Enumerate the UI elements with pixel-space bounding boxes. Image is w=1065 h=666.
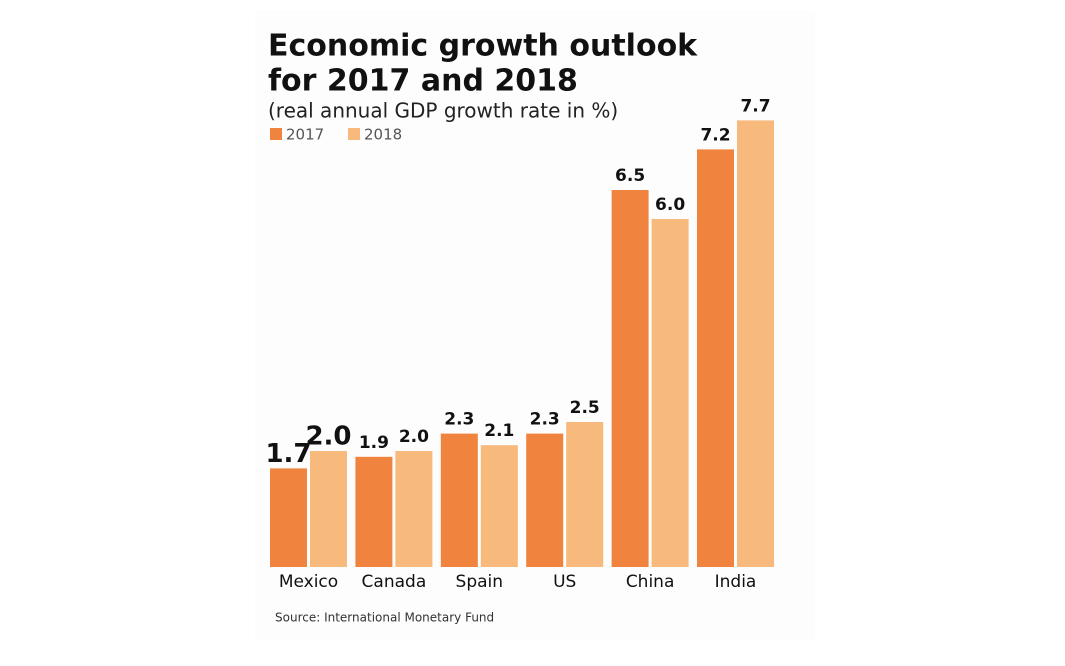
source: Source: International Monetary Fund (275, 611, 494, 625)
bar (270, 468, 307, 567)
bar (566, 422, 604, 567)
bar (480, 445, 518, 567)
data-label: 2.3 (530, 410, 560, 430)
legend-swatch (348, 128, 360, 140)
bar (611, 190, 649, 567)
legend-label: 2017 (286, 126, 324, 144)
data-label: 2.0 (399, 427, 429, 447)
data-label: 2.0 (305, 422, 351, 452)
bar (526, 433, 564, 567)
chart-title: for 2017 and 2018 (268, 64, 578, 99)
x-tick-label: Canada (362, 572, 427, 592)
data-label: 2.5 (570, 398, 600, 418)
data-label: 2.1 (484, 421, 514, 441)
data-label: 1.9 (359, 433, 389, 453)
data-label: 6.0 (655, 195, 685, 215)
bar (651, 219, 689, 567)
x-tick-label: Spain (456, 572, 504, 592)
x-tick-label: India (715, 572, 757, 592)
bar (395, 451, 433, 567)
bar (737, 120, 774, 568)
data-label: 1.7 (265, 439, 311, 469)
legend-swatch (270, 128, 282, 140)
data-label: 7.7 (740, 96, 770, 116)
data-label: 6.5 (615, 166, 645, 186)
bar (355, 456, 393, 567)
data-label: 2.3 (444, 410, 474, 430)
chart-subtitle: (real annual GDP growth rate in %) (268, 99, 618, 123)
bar (697, 149, 734, 567)
x-tick-label: Mexico (279, 572, 338, 592)
x-tick-label: US (553, 572, 576, 592)
bar (440, 433, 478, 567)
data-label: 7.2 (700, 125, 730, 145)
bar (310, 451, 347, 567)
chart-title: Economic growth outlook (268, 29, 698, 64)
legend-label: 2018 (364, 126, 402, 144)
x-tick-label: China (626, 572, 675, 592)
